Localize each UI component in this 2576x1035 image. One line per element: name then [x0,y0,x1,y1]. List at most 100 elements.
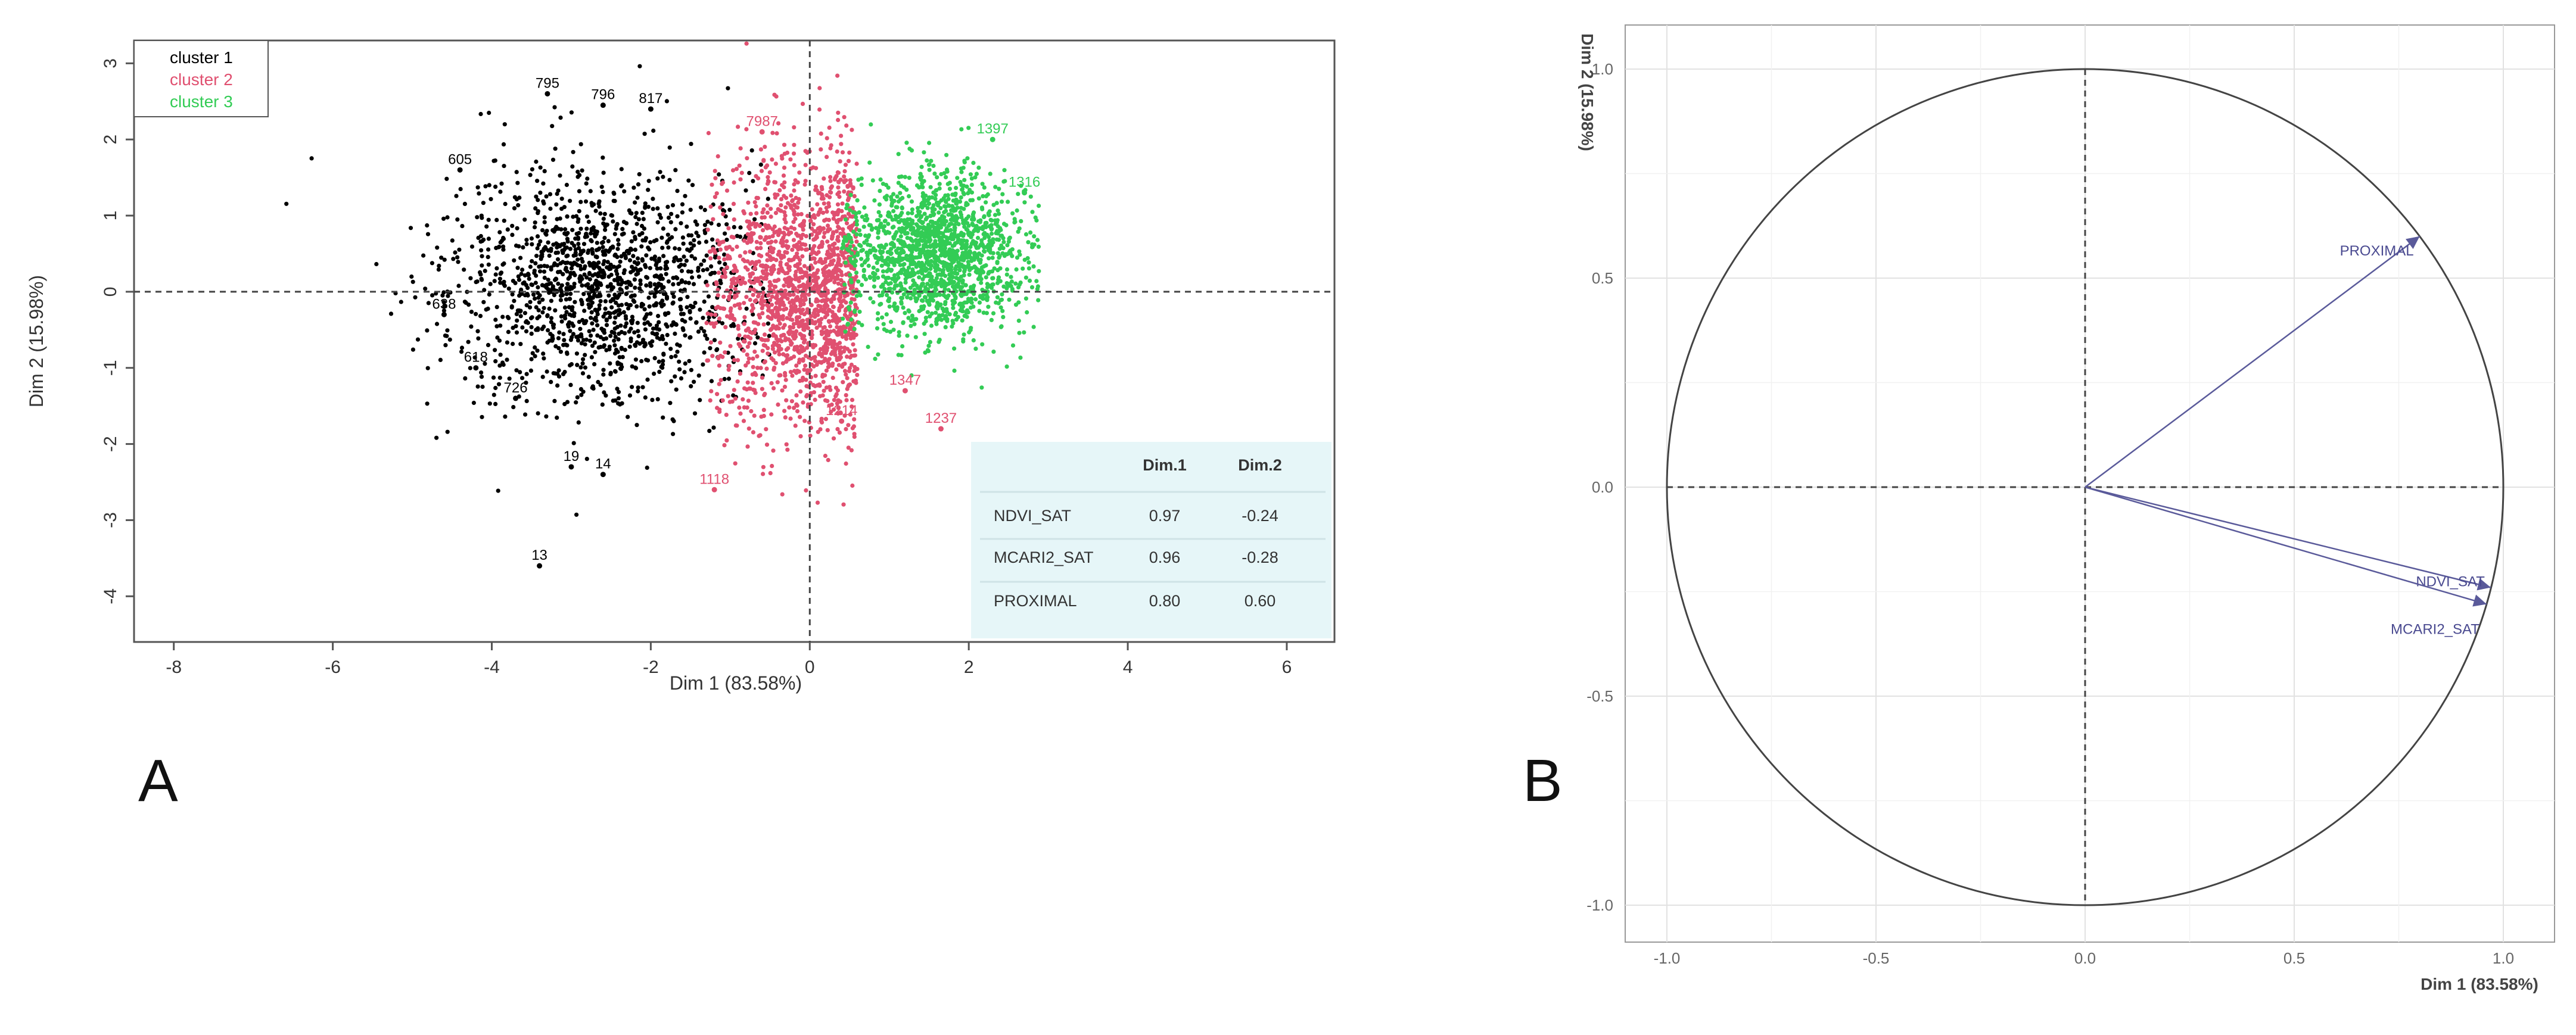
data-point [848,192,853,197]
data-point [534,254,539,258]
data-point [859,182,864,187]
data-point [798,389,803,394]
data-point [862,240,867,245]
data-point [749,308,754,313]
data-point [487,183,491,188]
data-point [803,247,808,252]
data-point [714,191,719,196]
data-point [813,358,818,363]
data-point [835,320,839,325]
data-point [744,295,749,300]
data-point [853,310,857,314]
data-point [879,293,885,298]
data-point [502,283,507,288]
data-point [648,311,653,316]
data-point [760,375,765,380]
data-point [588,189,593,194]
data-point [472,355,477,360]
data-point [708,256,713,261]
data-point [562,401,567,407]
data-point [493,185,498,189]
data-point [633,247,637,252]
data-point [538,269,543,274]
data-point [584,457,589,462]
data-point [536,242,542,247]
data-point [567,312,572,317]
data-point [1019,183,1023,188]
data-point [906,316,911,320]
data-point [754,174,758,179]
data-point [675,189,680,194]
data-point [590,247,595,252]
data-point [583,342,587,347]
data-point [745,219,749,224]
data-point [770,157,774,162]
y-tick-label: 0.5 [1592,269,1613,287]
data-point [812,256,817,261]
data-point [720,398,725,403]
data-point [671,432,676,437]
data-point [962,332,966,337]
data-point [800,225,805,229]
data-point [984,225,988,230]
data-point [688,335,693,340]
data-point [591,328,596,332]
data-point [813,260,818,265]
data-point [963,283,968,288]
data-point [776,402,780,407]
data-point [516,203,521,208]
data-point [496,382,502,386]
data-point [708,398,713,403]
data-point [699,262,704,267]
data-point [933,285,938,290]
data-point [881,274,886,279]
data-point [608,315,612,320]
data-point [486,262,491,267]
data-point [989,243,994,248]
data-point [894,230,899,235]
data-point [958,180,963,185]
data-point [942,219,947,223]
data-point [696,233,701,239]
data-point [752,280,757,285]
data-point [735,244,739,249]
data-point [842,115,847,120]
data-point [795,315,799,320]
labeled-data-point [600,102,606,108]
data-point [909,224,913,229]
data-point [840,334,845,339]
data-point [925,310,930,314]
y-tick-label: -0.5 [1586,687,1613,705]
data-point [660,362,665,367]
data-point [836,406,841,410]
data-point [841,298,846,303]
data-point [577,319,581,325]
data-point [1017,331,1022,335]
data-point [751,287,756,292]
data-point [702,299,707,304]
data-point [846,384,851,389]
data-point [899,250,904,255]
data-point [640,238,645,243]
data-point [944,294,949,299]
data-point [497,276,503,281]
labeled-data-point [839,418,845,424]
data-point [547,306,552,311]
data-point [787,258,792,263]
data-point [558,286,563,291]
data-point [456,260,461,264]
data-point [963,246,967,251]
data-point [852,432,857,437]
data-point [603,393,608,398]
data-point [758,162,763,167]
data-point [661,174,665,179]
data-point [732,388,736,392]
data-point [576,217,581,222]
data-point [755,335,760,340]
data-point [717,363,721,368]
data-point [547,253,552,258]
data-point [866,263,871,268]
labeled-data-point [938,426,944,432]
data-point [825,239,830,244]
data-point [980,182,985,186]
